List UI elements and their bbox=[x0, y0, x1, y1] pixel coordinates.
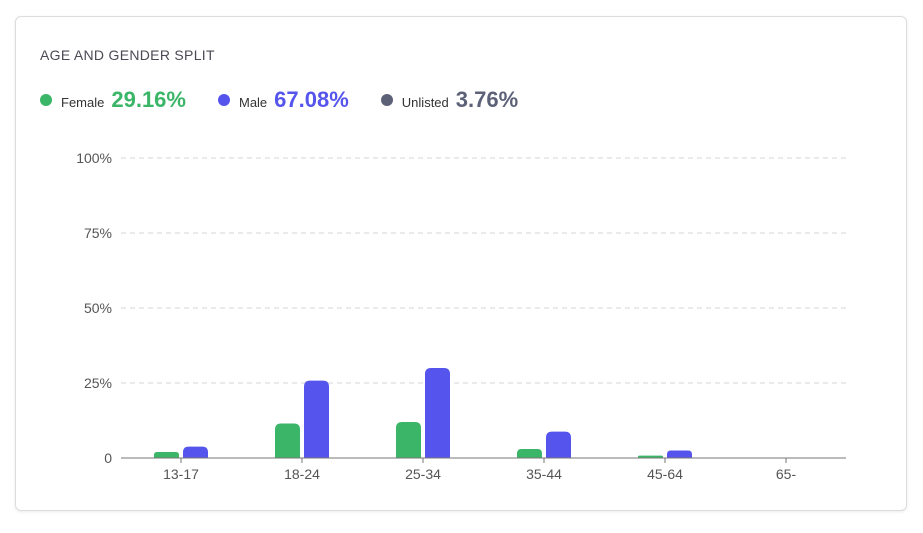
male-dot-icon bbox=[217, 94, 230, 106]
y-tick-label: 100% bbox=[76, 150, 112, 166]
x-tick-label: 25-34 bbox=[405, 466, 441, 482]
legend-label-unlisted: Unlisted bbox=[401, 94, 449, 110]
y-tick-label: 50% bbox=[84, 300, 112, 316]
bar-male-25-34 bbox=[425, 368, 450, 458]
legend-item-male: Male 67.08% bbox=[217, 87, 349, 113]
age-gender-card: AGE AND GENDER SPLIT Female 29.16% Male … bbox=[15, 16, 907, 511]
bar-male-45-64 bbox=[667, 450, 692, 458]
bar-female-18-24 bbox=[275, 423, 300, 458]
card-title: AGE AND GENDER SPLIT bbox=[40, 47, 215, 63]
female-dot-icon bbox=[40, 94, 52, 106]
x-tick-label: 45-64 bbox=[647, 466, 683, 482]
legend-item-female: Female 29.16% bbox=[40, 87, 186, 113]
legend-value-female: 29.16% bbox=[111, 87, 186, 112]
legend-item-unlisted: Unlisted 3.76% bbox=[380, 87, 519, 113]
x-tick-label: 35-44 bbox=[526, 466, 562, 482]
bar-female-35-44 bbox=[517, 449, 542, 458]
bar-female-13-17 bbox=[154, 452, 179, 458]
bar-male-18-24 bbox=[304, 380, 329, 458]
bar-chart: 0 25% 50% 75% 100% 13-17 18-24 25-34 35-44 45-64 6… bbox=[76, 150, 846, 482]
legend-value-unlisted: 3.76% bbox=[455, 87, 519, 112]
legend-label-male: Male bbox=[238, 94, 268, 110]
legend-label-female: Female bbox=[61, 94, 105, 110]
unlisted-dot-icon bbox=[380, 94, 393, 106]
bar-female-45-64 bbox=[638, 455, 663, 458]
legend-value-male: 67.08% bbox=[274, 87, 349, 112]
y-tick-label: 25% bbox=[84, 375, 112, 391]
x-tick-label: 18-24 bbox=[284, 466, 320, 482]
x-tick-label: 13-17 bbox=[163, 466, 199, 482]
bar-female-25-34 bbox=[396, 422, 421, 458]
y-tick-label: 0 bbox=[104, 450, 112, 466]
bar-male-13-17 bbox=[183, 446, 208, 458]
legend: Female 29.16% Male 67.08% Unlisted 3.76% bbox=[40, 87, 550, 113]
y-tick-label: 75% bbox=[84, 225, 112, 241]
bar-male-35-44 bbox=[546, 431, 571, 458]
x-tick-label: 65- bbox=[776, 466, 797, 482]
